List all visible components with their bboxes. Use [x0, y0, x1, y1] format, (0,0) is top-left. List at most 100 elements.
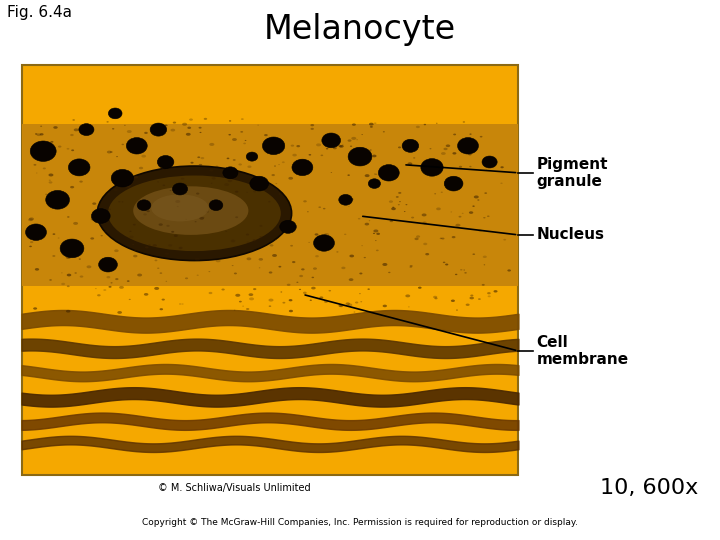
Ellipse shape — [278, 164, 280, 165]
Ellipse shape — [318, 206, 321, 208]
Ellipse shape — [270, 244, 274, 246]
Ellipse shape — [248, 165, 251, 168]
Ellipse shape — [181, 178, 184, 180]
Ellipse shape — [129, 299, 131, 300]
Ellipse shape — [379, 165, 399, 181]
Ellipse shape — [209, 292, 212, 294]
Ellipse shape — [297, 145, 300, 147]
Ellipse shape — [157, 156, 174, 168]
Ellipse shape — [436, 207, 441, 210]
Ellipse shape — [101, 235, 103, 237]
Ellipse shape — [313, 267, 317, 270]
Ellipse shape — [308, 242, 310, 243]
Ellipse shape — [116, 156, 118, 157]
Ellipse shape — [281, 292, 282, 293]
Ellipse shape — [127, 185, 131, 187]
Ellipse shape — [469, 166, 472, 167]
Ellipse shape — [300, 275, 303, 277]
Ellipse shape — [339, 145, 343, 147]
Ellipse shape — [339, 305, 343, 307]
Ellipse shape — [441, 192, 443, 193]
Ellipse shape — [289, 177, 293, 180]
Ellipse shape — [394, 173, 396, 174]
Ellipse shape — [47, 152, 49, 153]
Ellipse shape — [294, 165, 298, 167]
Ellipse shape — [408, 163, 413, 165]
Ellipse shape — [67, 274, 71, 276]
Ellipse shape — [90, 237, 94, 240]
Ellipse shape — [282, 161, 285, 163]
Ellipse shape — [134, 250, 136, 251]
Ellipse shape — [179, 247, 183, 249]
Ellipse shape — [29, 218, 34, 220]
Ellipse shape — [377, 233, 380, 235]
Ellipse shape — [426, 253, 429, 255]
Ellipse shape — [487, 295, 491, 297]
Ellipse shape — [79, 180, 83, 183]
Ellipse shape — [30, 246, 32, 247]
Ellipse shape — [452, 152, 456, 154]
Ellipse shape — [374, 230, 378, 232]
Ellipse shape — [82, 161, 86, 164]
Ellipse shape — [163, 185, 165, 186]
Ellipse shape — [258, 267, 261, 268]
Ellipse shape — [322, 133, 341, 148]
Ellipse shape — [114, 188, 117, 191]
Ellipse shape — [320, 296, 323, 299]
Ellipse shape — [150, 123, 167, 136]
Ellipse shape — [67, 216, 70, 218]
Ellipse shape — [134, 176, 138, 178]
Ellipse shape — [391, 207, 396, 210]
Ellipse shape — [234, 170, 238, 172]
Ellipse shape — [348, 303, 352, 306]
Ellipse shape — [470, 294, 473, 296]
Ellipse shape — [420, 159, 444, 176]
Ellipse shape — [374, 123, 377, 124]
Ellipse shape — [66, 310, 71, 313]
Ellipse shape — [249, 298, 254, 300]
Ellipse shape — [365, 174, 369, 177]
Ellipse shape — [216, 259, 220, 262]
Ellipse shape — [66, 256, 71, 259]
Ellipse shape — [398, 204, 400, 205]
Ellipse shape — [336, 251, 338, 253]
Ellipse shape — [282, 302, 285, 303]
Ellipse shape — [369, 150, 372, 151]
Ellipse shape — [369, 123, 374, 125]
Ellipse shape — [199, 217, 204, 220]
Ellipse shape — [35, 133, 37, 134]
Ellipse shape — [423, 221, 427, 224]
Text: Nucleus: Nucleus — [536, 227, 604, 242]
Ellipse shape — [451, 300, 455, 302]
Ellipse shape — [53, 126, 58, 129]
Ellipse shape — [122, 201, 123, 202]
Ellipse shape — [133, 255, 138, 258]
Ellipse shape — [358, 218, 361, 219]
Ellipse shape — [227, 158, 230, 159]
Ellipse shape — [460, 269, 462, 271]
Ellipse shape — [418, 287, 422, 289]
Ellipse shape — [245, 140, 246, 141]
Ellipse shape — [372, 154, 377, 157]
Ellipse shape — [482, 284, 485, 286]
Ellipse shape — [287, 284, 290, 286]
Ellipse shape — [161, 168, 165, 170]
Ellipse shape — [392, 207, 395, 208]
Ellipse shape — [423, 124, 426, 125]
Ellipse shape — [166, 225, 170, 227]
Ellipse shape — [269, 299, 274, 302]
Ellipse shape — [445, 264, 449, 266]
Ellipse shape — [74, 272, 77, 274]
Ellipse shape — [158, 224, 163, 226]
Ellipse shape — [478, 298, 481, 300]
Ellipse shape — [210, 169, 213, 172]
Ellipse shape — [135, 146, 140, 149]
Ellipse shape — [328, 143, 330, 144]
Text: Pigment
granule: Pigment granule — [536, 157, 608, 189]
Ellipse shape — [28, 218, 33, 221]
Ellipse shape — [375, 174, 377, 175]
Ellipse shape — [367, 311, 369, 312]
Ellipse shape — [127, 138, 148, 154]
Ellipse shape — [389, 200, 393, 203]
Ellipse shape — [209, 271, 210, 272]
